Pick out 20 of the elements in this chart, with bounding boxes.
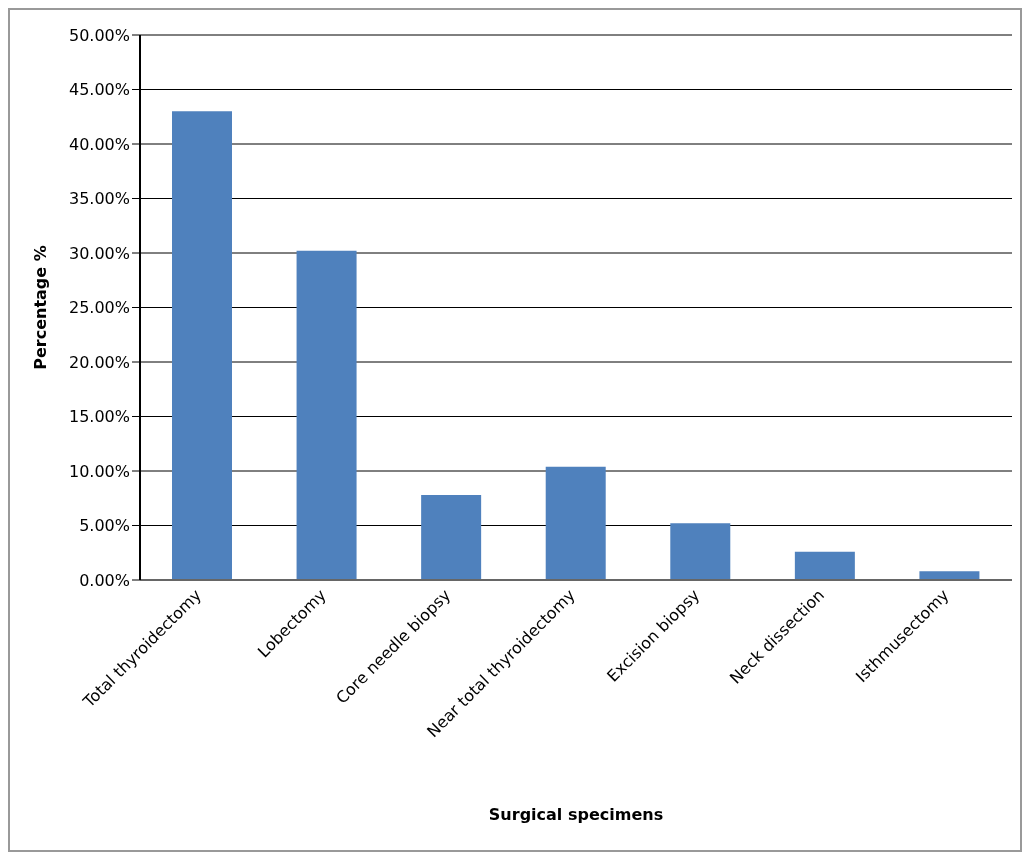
y-tick-label: 40.00% bbox=[68, 134, 130, 154]
x-axis-title: Surgical specimens bbox=[488, 805, 664, 824]
y-tick-label: 45.00% bbox=[68, 80, 130, 100]
y-tick-label: 20.00% bbox=[68, 352, 130, 372]
y-tick-label: 5.00% bbox=[79, 516, 130, 536]
bar bbox=[794, 551, 855, 580]
bar bbox=[172, 111, 232, 580]
bar bbox=[670, 523, 731, 580]
y-tick-label: 50.00% bbox=[68, 25, 130, 45]
bar bbox=[421, 494, 482, 580]
bar bbox=[545, 466, 606, 580]
y-tick-label: 25.00% bbox=[68, 298, 130, 318]
bar bbox=[296, 250, 357, 580]
y-tick-label: 10.00% bbox=[68, 461, 130, 481]
y-tick-label: 15.00% bbox=[68, 407, 130, 427]
y-tick-label: 30.00% bbox=[68, 243, 130, 263]
bar bbox=[919, 571, 980, 580]
y-tick-label: 35.00% bbox=[68, 189, 130, 209]
y-tick-label: 0.00% bbox=[79, 570, 130, 590]
y-axis-title: Percentage % bbox=[30, 245, 50, 370]
